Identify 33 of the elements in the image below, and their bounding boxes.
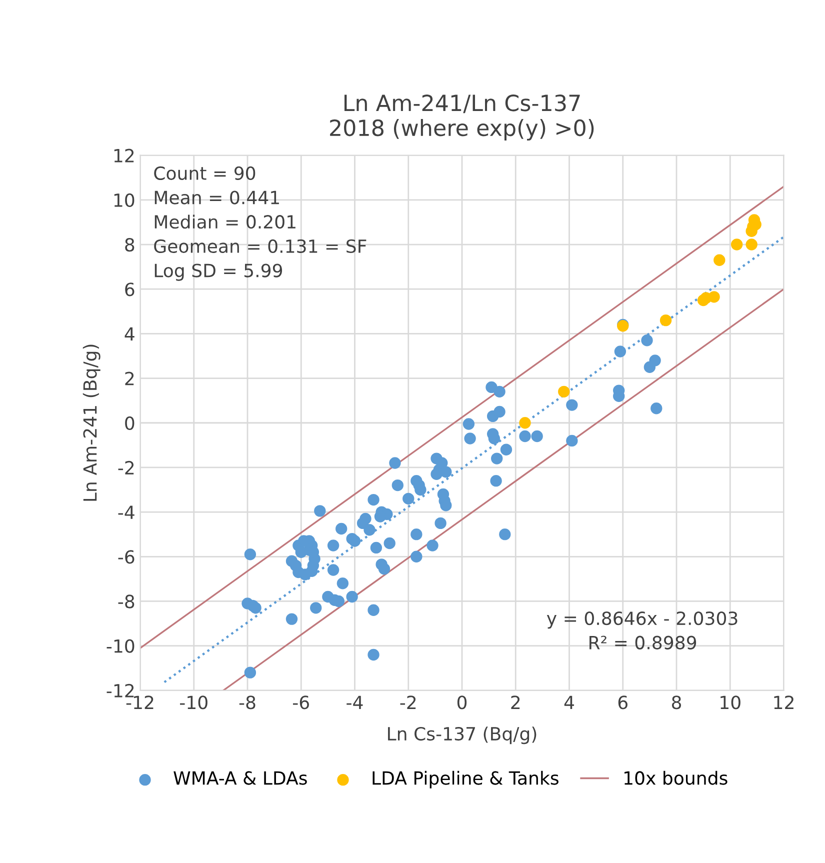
x-tick-label: 2 bbox=[511, 696, 520, 709]
x-tick-label: 6 bbox=[618, 696, 628, 710]
legend-label: 10x bounds bbox=[624, 770, 728, 785]
y-tick-label: -6 bbox=[118, 550, 134, 564]
x-tick-label: -8 bbox=[239, 696, 256, 710]
x-tick-label: 4 bbox=[564, 696, 574, 709]
y-tick-label: -10 bbox=[106, 639, 134, 653]
legend-label: LDA Pipeline & Tanks bbox=[372, 770, 558, 788]
x-tick-label: -2 bbox=[400, 696, 416, 709]
x-tick-label: 12 bbox=[774, 696, 794, 709]
annotation: Count = 90 Mean = 0.441 Median = 0.201 Geomean = 0.131 = SF Log SD = 5.99 bbox=[154, 166, 366, 281]
y-tick-label: 4 bbox=[124, 327, 134, 341]
x-axis-title: Ln Cs-137 (Bq/g) bbox=[388, 726, 536, 744]
y-tick-label: 12 bbox=[114, 148, 134, 162]
chart-title: Ln Am-241/Ln Cs-137 2018 (where exp(y) >0) bbox=[330, 94, 594, 141]
y-tick-label: -8 bbox=[118, 594, 134, 608]
y-tick-label: -2 bbox=[118, 460, 134, 474]
y-tick-label: -12 bbox=[106, 684, 134, 698]
y-tick-label: 10 bbox=[114, 193, 134, 208]
x-tick-label: -10 bbox=[180, 696, 208, 710]
y-tick-label: 6 bbox=[125, 282, 134, 296]
y-tick-label: 0 bbox=[125, 416, 134, 430]
x-tick-label: -6 bbox=[293, 696, 309, 710]
x-tick-label: 10 bbox=[720, 696, 740, 710]
x-tick-label: -4 bbox=[346, 696, 363, 709]
y-tick-label: 8 bbox=[125, 238, 134, 252]
y-axis-title: Ln Am-241 (Bq/g) bbox=[82, 344, 100, 501]
x-tick-label: 8 bbox=[672, 696, 682, 710]
legend-label: WMA-A & LDAs bbox=[174, 771, 307, 785]
x-tick-label: 0 bbox=[457, 696, 467, 710]
annotation: y = 0.8646x - 2.0303 R² = 0.8989 bbox=[546, 611, 738, 650]
y-tick-label: -4 bbox=[118, 506, 134, 519]
y-tick-label: 2 bbox=[125, 372, 134, 386]
